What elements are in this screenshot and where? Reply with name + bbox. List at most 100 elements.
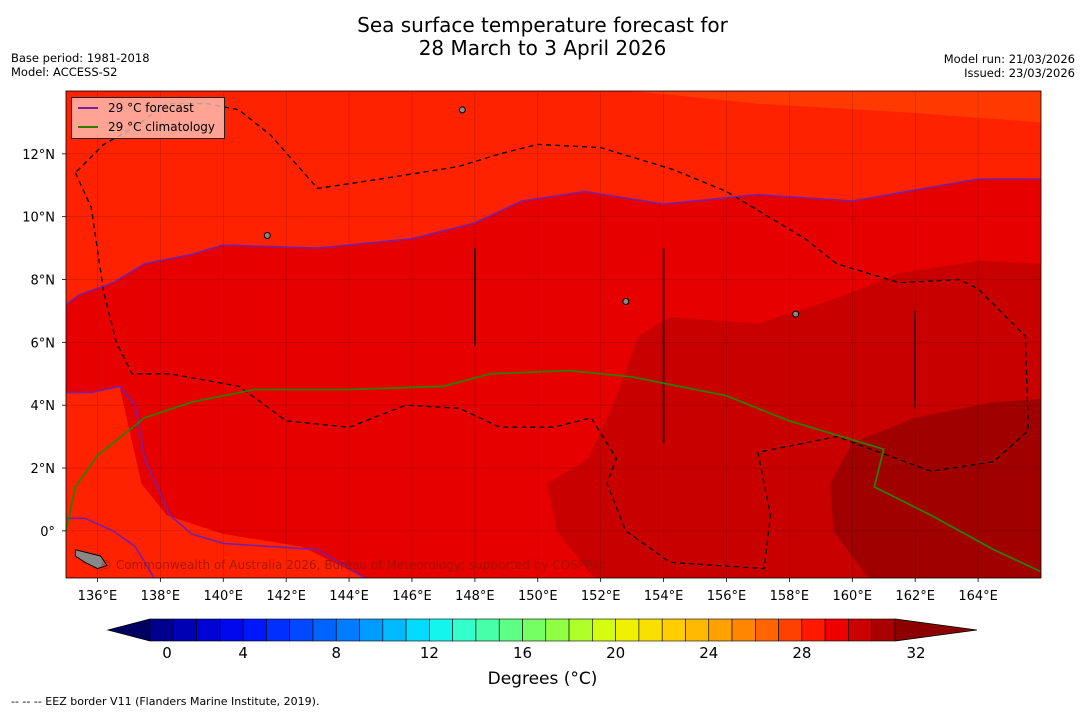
x-tick-label-138: 138°E xyxy=(141,589,181,604)
legend-forecast-label: 29 °C forecast xyxy=(108,101,194,115)
colorbar-bin-26 xyxy=(755,618,779,642)
legend-climatology-label: 29 °C climatology xyxy=(108,120,216,134)
sst-northeast-patch xyxy=(632,91,1041,123)
base-period: Base period: 1981-2018 xyxy=(11,51,150,65)
y-tick-label-2: 2°N xyxy=(31,462,56,477)
colorbar-bin-27 xyxy=(778,618,803,642)
x-tick-label-150: 150°E xyxy=(518,589,558,604)
colorbar-tick-32: 32 xyxy=(906,644,925,662)
x-tick-label-142: 142°E xyxy=(266,589,306,604)
model-run: Model run: 21/03/2026 xyxy=(943,52,1075,66)
colorbar-label: Degrees (°C) xyxy=(487,669,598,689)
colorbar-bin-28 xyxy=(801,618,826,642)
island-3 xyxy=(263,232,271,240)
colorbar-bin-24 xyxy=(708,618,733,642)
colorbar-bin-21 xyxy=(638,618,663,642)
forecast-line-swatch xyxy=(78,107,98,109)
eez-footnote: -- -- -- EEZ border V11 (Flanders Marine… xyxy=(11,695,320,708)
y-tick-label-6: 6°N xyxy=(31,336,56,351)
legend-climatology: 29 °C climatology xyxy=(78,119,215,135)
x-tick-label-136: 136°E xyxy=(78,589,118,604)
colorbar-bin-17 xyxy=(545,618,570,642)
colorbar-tick-12: 12 xyxy=(420,644,439,662)
island-manus xyxy=(74,549,108,570)
climatology-29c-contour xyxy=(66,369,1041,573)
y-tick-label-10: 10°N xyxy=(22,211,55,226)
x-tick-label-160: 160°E xyxy=(833,589,873,604)
colorbar-bin-19 xyxy=(592,618,616,642)
colorbar-bin-5 xyxy=(266,618,290,642)
colorbar-bin-10 xyxy=(382,618,407,642)
colorbar: 0 4 8 12 16 20 24 28 32 xyxy=(106,618,978,662)
copyright-credit: © Commonwealth of Australia 2026, Bureau… xyxy=(100,558,606,572)
colorbar-bin-11 xyxy=(405,618,430,642)
colorbar-tick-24: 24 xyxy=(699,644,718,662)
y-tick-label-8: 8°N xyxy=(31,274,56,289)
colorbar-tick-28: 28 xyxy=(792,644,811,662)
colorbar-bin-14 xyxy=(475,618,500,642)
colorbar-bin-22 xyxy=(661,618,686,642)
forecast-29c-contour-south xyxy=(66,385,366,578)
colorbar-bin-29 xyxy=(824,618,849,642)
colorbar-bin-4 xyxy=(242,618,267,642)
plot-frame xyxy=(65,90,1042,579)
colorbar-tick-0: 0 xyxy=(162,644,172,662)
colorbar-bin-8 xyxy=(335,618,360,642)
legend-forecast: 29 °C forecast xyxy=(78,100,194,116)
colorbar-bin-16 xyxy=(522,618,547,642)
colorbar-bin-23 xyxy=(685,618,710,642)
y-tick-label-12: 12°N xyxy=(22,148,55,163)
colorbar-bin-9 xyxy=(359,618,384,642)
colorbar-bin-2 xyxy=(196,618,221,642)
colorbar-bin-18 xyxy=(568,618,593,642)
plot-area xyxy=(66,91,1041,578)
model-name: Model: ACCESS-S2 xyxy=(11,65,118,79)
island-1 xyxy=(792,310,800,318)
title-line-1: Sea surface temperature forecast for xyxy=(357,13,728,37)
x-tick-label-146: 146°E xyxy=(392,589,432,604)
colorbar-tick-16: 16 xyxy=(513,644,532,662)
island-0 xyxy=(458,106,466,114)
colorbar-bin-20 xyxy=(615,618,640,642)
colorbar-bin-15 xyxy=(498,618,523,642)
x-tick-label-156: 156°E xyxy=(707,589,747,604)
colorbar-bin-6 xyxy=(289,618,314,642)
colorbar-extend-low xyxy=(106,618,151,642)
colorbar-bin-31 xyxy=(871,618,896,642)
x-tick-label-144: 144°E xyxy=(329,589,369,604)
forecast-29c-contour-southwest xyxy=(66,517,155,578)
x-tick-label-158: 158°E xyxy=(770,589,810,604)
model-info: Base period: 1981-2018 Model: ACCESS-S2 xyxy=(11,51,150,79)
y-tick-label-4: 4°N xyxy=(31,399,56,414)
x-tick-label-152: 152°E xyxy=(581,589,621,604)
issued-date: Issued: 23/03/2026 xyxy=(964,66,1075,80)
colorbar-extend-high xyxy=(894,618,978,642)
colorbar-tick-20: 20 xyxy=(606,644,625,662)
x-tick-label-148: 148°E xyxy=(455,589,495,604)
colorbar-bin-3 xyxy=(219,618,244,642)
x-tick-label-140: 140°E xyxy=(203,589,243,604)
colorbar-bin-1 xyxy=(172,618,197,642)
y-tick-label-0: 0° xyxy=(40,525,55,540)
x-tick-label-162: 162°E xyxy=(895,589,935,604)
chart-title: Sea surface temperature forecast for 28 … xyxy=(0,14,1085,60)
colorbar-bin-30 xyxy=(848,618,873,642)
title-line-2: 28 March to 3 April 2026 xyxy=(418,36,667,60)
contour-legend: 29 °C forecast 29 °C climatology xyxy=(71,97,225,139)
colorbar-tick-4: 4 xyxy=(238,644,248,662)
sst-region-31_5 xyxy=(830,398,1041,578)
x-tick-label-154: 154°E xyxy=(644,589,684,604)
run-info: Model run: 21/03/2026 Issued: 23/03/2026 xyxy=(944,52,1075,80)
island-4 xyxy=(622,298,630,306)
colorbar-bin-0 xyxy=(149,618,174,642)
climatology-line-swatch xyxy=(78,126,98,128)
eez-border-0 xyxy=(74,102,1030,570)
colorbar-bin-7 xyxy=(312,618,337,642)
colorbar-bin-13 xyxy=(452,618,477,642)
x-tick-label-164: 164°E xyxy=(958,589,998,604)
colorbar-bin-25 xyxy=(731,618,756,642)
forecast-29c-contour-north xyxy=(66,178,1041,306)
colorbar-tick-8: 8 xyxy=(331,644,341,662)
colorbar-bin-12 xyxy=(429,618,453,642)
